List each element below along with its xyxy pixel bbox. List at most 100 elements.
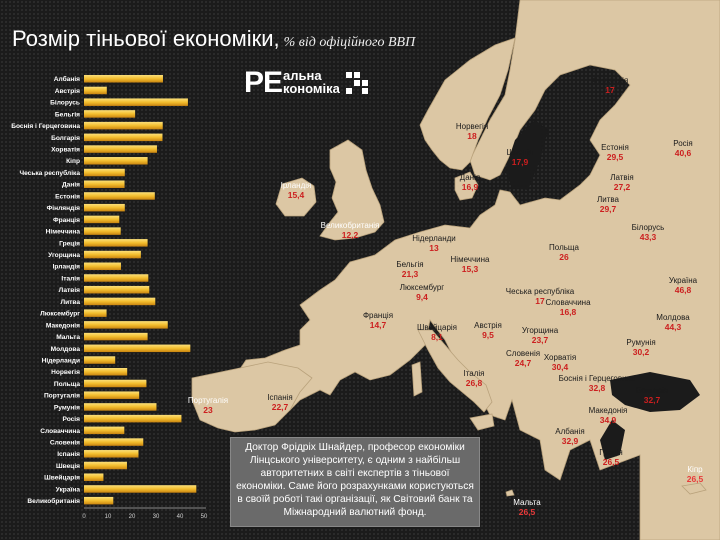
bar	[84, 438, 144, 446]
map-country-name: Білорусь	[632, 223, 665, 232]
bar	[84, 227, 121, 235]
bar-label: Іспанія	[57, 450, 80, 458]
bar	[84, 121, 163, 130]
map-country-name: Норвегія	[456, 122, 488, 131]
bar-label: Греція	[59, 239, 80, 247]
map-country-name: Україна	[669, 276, 698, 285]
bar-label: Македонія	[46, 321, 80, 329]
bar-label: Італія	[61, 274, 80, 282]
bar-label: Люксембург	[40, 310, 80, 318]
bar-label: Молдова	[51, 346, 81, 353]
map-country-value: 23	[203, 405, 213, 415]
bar	[84, 496, 114, 505]
map-country-value: 15,4	[288, 190, 305, 200]
bar	[84, 86, 107, 95]
bar	[84, 215, 120, 224]
bar	[84, 274, 149, 282]
bar	[84, 426, 125, 435]
map-country-value: 46,8	[675, 285, 692, 295]
map-country-name: Боснія і Герцеговина	[559, 374, 636, 383]
map-country-value: 32,7	[644, 395, 661, 405]
bar	[84, 368, 128, 376]
bar-label: Албанія	[54, 75, 80, 83]
map-country-name: Данія	[460, 173, 480, 182]
map-country-name: Нідерланди	[412, 234, 456, 243]
map-country-value: 26,5	[519, 507, 536, 517]
bar	[84, 391, 140, 399]
x-tick-label: 30	[153, 514, 160, 520]
map-country-name: Австрія	[474, 321, 502, 330]
map-land-great-britain	[319, 139, 385, 241]
bar-label: Ірландія	[53, 263, 81, 271]
bar	[84, 309, 107, 317]
map-land-italy	[417, 329, 493, 413]
bar	[84, 403, 157, 411]
bar	[84, 262, 121, 271]
bar-label: Румунія	[54, 403, 80, 411]
map-country-value: 40,6	[675, 148, 692, 158]
map-country-name: Румунія	[626, 338, 655, 347]
map-country-value: 17	[535, 296, 545, 306]
bar	[84, 356, 116, 364]
map-sea-black	[610, 372, 700, 412]
map-country-value: 21,3	[402, 269, 419, 279]
map-country-value: 9,5	[482, 330, 494, 340]
map-country-name: Ірландія	[281, 181, 312, 190]
map-country-value: 17,9	[512, 157, 529, 167]
map-country-name: Великобританія	[321, 221, 380, 230]
map-country-value: 27,2	[614, 182, 631, 192]
map-country-name: Словаччина	[545, 298, 591, 307]
map-country-name: Португалія	[188, 396, 228, 405]
map-sea-aegean	[600, 420, 625, 460]
map-country-name: Чеська республіка	[506, 287, 575, 296]
map-country-name: Литва	[597, 195, 620, 204]
bar	[84, 203, 125, 212]
map-country-value: 12,2	[342, 230, 359, 240]
map-country-value: 30,4	[552, 362, 569, 372]
bar-label: Мальта	[56, 334, 80, 341]
bar-label: Фінляндія	[47, 204, 80, 212]
map-country-name: Латвія	[610, 173, 634, 182]
map-country-value: 15,3	[462, 264, 479, 274]
bar	[84, 157, 148, 165]
bar-label: Великобританія	[27, 497, 80, 505]
title-subtitle: % від офіційного ВВП	[283, 35, 416, 50]
note-box: Доктор Фрідріх Шнайдер, професор економі…	[230, 437, 480, 527]
bar-label: Бельгія	[55, 110, 80, 118]
x-tick-label: 50	[201, 514, 208, 520]
bar	[84, 133, 163, 142]
map-land-malta	[505, 489, 515, 497]
bar-label: Литва	[60, 299, 80, 306]
map-land-sicily	[469, 413, 495, 431]
bar	[84, 239, 148, 247]
logo-words: альна кономіка	[283, 69, 340, 95]
bar-label: Боснія і Герцеговина	[11, 122, 80, 130]
map-country-value: 30,2	[633, 347, 650, 357]
bar	[84, 450, 139, 458]
bar	[84, 473, 104, 481]
bar	[84, 250, 141, 259]
bar-label: Данія	[62, 181, 80, 189]
bar-label: Білорусь	[50, 99, 80, 107]
map-country-value: 22,7	[272, 402, 289, 412]
bar-label: Латвія	[59, 286, 81, 294]
bar	[84, 414, 182, 423]
